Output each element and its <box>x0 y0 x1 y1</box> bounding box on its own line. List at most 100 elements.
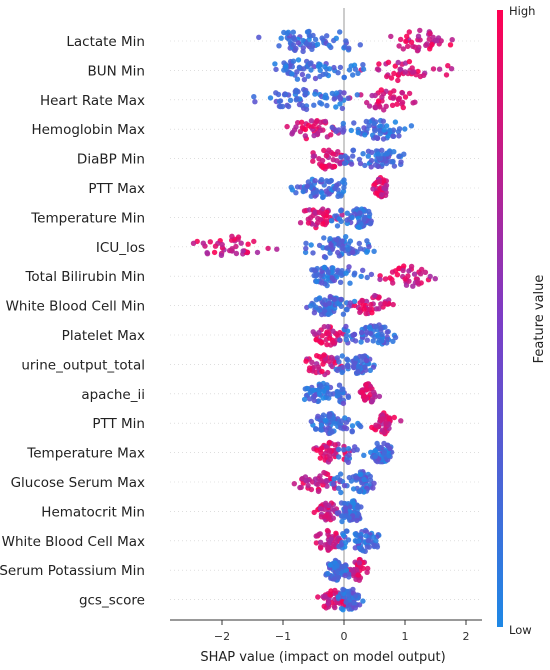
shap-point-low <box>363 533 369 539</box>
shap-point-high <box>218 252 225 258</box>
shap-point-high <box>427 46 433 52</box>
shap-point-high <box>323 500 329 506</box>
shap-point-low <box>357 42 363 48</box>
shap-point-high <box>389 269 396 275</box>
shap-point-high <box>219 241 225 248</box>
shap-point-high <box>423 42 429 48</box>
shap-point-low <box>337 101 343 107</box>
shap-point-high <box>321 324 327 330</box>
shap-point-high <box>324 527 331 534</box>
shap-point-low <box>347 300 353 306</box>
shap-point-low <box>332 185 338 192</box>
shap-point-high <box>332 442 338 448</box>
shap-point-low <box>356 422 363 428</box>
shap-point-high <box>436 66 443 72</box>
shap-point-low <box>370 338 376 344</box>
shap-point-low <box>390 127 397 133</box>
feature-label: White Blood Cell Max <box>2 534 145 550</box>
shap-point-high <box>339 212 345 218</box>
shap-point-high <box>411 271 418 277</box>
shap-point-low <box>317 73 323 80</box>
x-axis: −2 −1 0 1 2 SHAP value (impact on model outp… <box>170 619 482 665</box>
shap-point-low <box>381 127 387 133</box>
colorbar: High Low Feature value <box>497 4 547 637</box>
shap-point-low <box>325 275 331 282</box>
shap-point-low <box>365 153 371 159</box>
shap-point-low <box>355 70 361 77</box>
shap-point-low <box>333 237 340 243</box>
shap-point-high <box>321 469 327 476</box>
shap-point-low <box>352 338 359 344</box>
shap-point-high <box>310 329 316 335</box>
shap-point-low <box>333 35 339 41</box>
shap-point-low <box>366 243 372 250</box>
shap-point-low <box>351 298 358 305</box>
shap-point-low <box>350 332 356 338</box>
shap-point-high <box>400 104 406 111</box>
feature-label: Temperature Max <box>26 446 145 462</box>
shap-point-high <box>386 415 392 422</box>
shap-point-high <box>317 544 324 550</box>
colorbar-gradient <box>497 10 503 627</box>
shap-point-high <box>327 453 333 459</box>
shap-point-low <box>329 429 335 435</box>
shap-point-high <box>289 129 296 136</box>
shap-point-low <box>326 66 333 72</box>
shap-point-low <box>331 64 337 71</box>
shap-point-low <box>368 271 375 278</box>
shap-point-low <box>289 187 296 193</box>
shap-point-low <box>341 482 348 489</box>
shap-point-high <box>443 72 450 78</box>
shap-point-low <box>342 153 348 159</box>
shap-point-low <box>335 70 341 76</box>
shap-point-high <box>244 249 251 255</box>
shap-point-low <box>370 534 377 540</box>
shap-point-high <box>325 600 332 606</box>
x-tick-label: 1 <box>402 630 409 643</box>
shap-point-low <box>343 234 349 240</box>
shap-point-low <box>330 481 337 487</box>
shap-point-high <box>229 246 235 252</box>
feature-label: Total Bilirubin Min <box>24 269 145 285</box>
shap-point-high <box>400 46 406 52</box>
shap-point-high <box>355 572 361 578</box>
shap-point-low <box>379 331 385 338</box>
shap-point-low <box>366 123 372 129</box>
shap-point-high <box>315 594 321 600</box>
shap-point-low <box>360 548 366 554</box>
shap-point-low <box>396 126 403 132</box>
shap-point-low <box>350 486 357 492</box>
shap-point-high <box>432 276 438 282</box>
shap-point-low <box>318 177 325 183</box>
shap-point-low <box>354 447 360 453</box>
shap-point-low <box>345 446 352 452</box>
shap-points <box>190 27 455 613</box>
shap-point-low <box>343 270 349 276</box>
shap-point-low <box>256 34 262 40</box>
shap-point-low <box>384 151 390 157</box>
shap-point-low <box>391 149 397 155</box>
shap-point-low <box>341 500 347 507</box>
colorbar-title: Feature value <box>532 275 547 364</box>
shap-point-low <box>251 94 257 100</box>
shap-point-high <box>412 99 418 105</box>
shap-point-low <box>309 46 315 52</box>
shap-point-high <box>326 147 332 153</box>
shap-point-high <box>322 118 329 125</box>
shap-point-low <box>318 101 325 107</box>
shap-point-high <box>406 58 413 65</box>
shap-point-low <box>296 65 303 71</box>
shap-point-high <box>356 577 362 583</box>
shap-point-low <box>312 392 318 399</box>
shap-point-low <box>267 95 274 101</box>
shap-point-low <box>343 323 349 330</box>
shap-point-low <box>340 364 346 370</box>
shap-point-high <box>391 88 397 94</box>
shap-point-high <box>398 36 404 43</box>
shap-point-high <box>405 43 411 49</box>
shap-point-high <box>398 67 404 73</box>
shap-point-high <box>190 240 197 246</box>
shap-point-low <box>307 389 314 396</box>
shap-point-high <box>410 283 416 289</box>
shap-point-low <box>327 236 333 242</box>
